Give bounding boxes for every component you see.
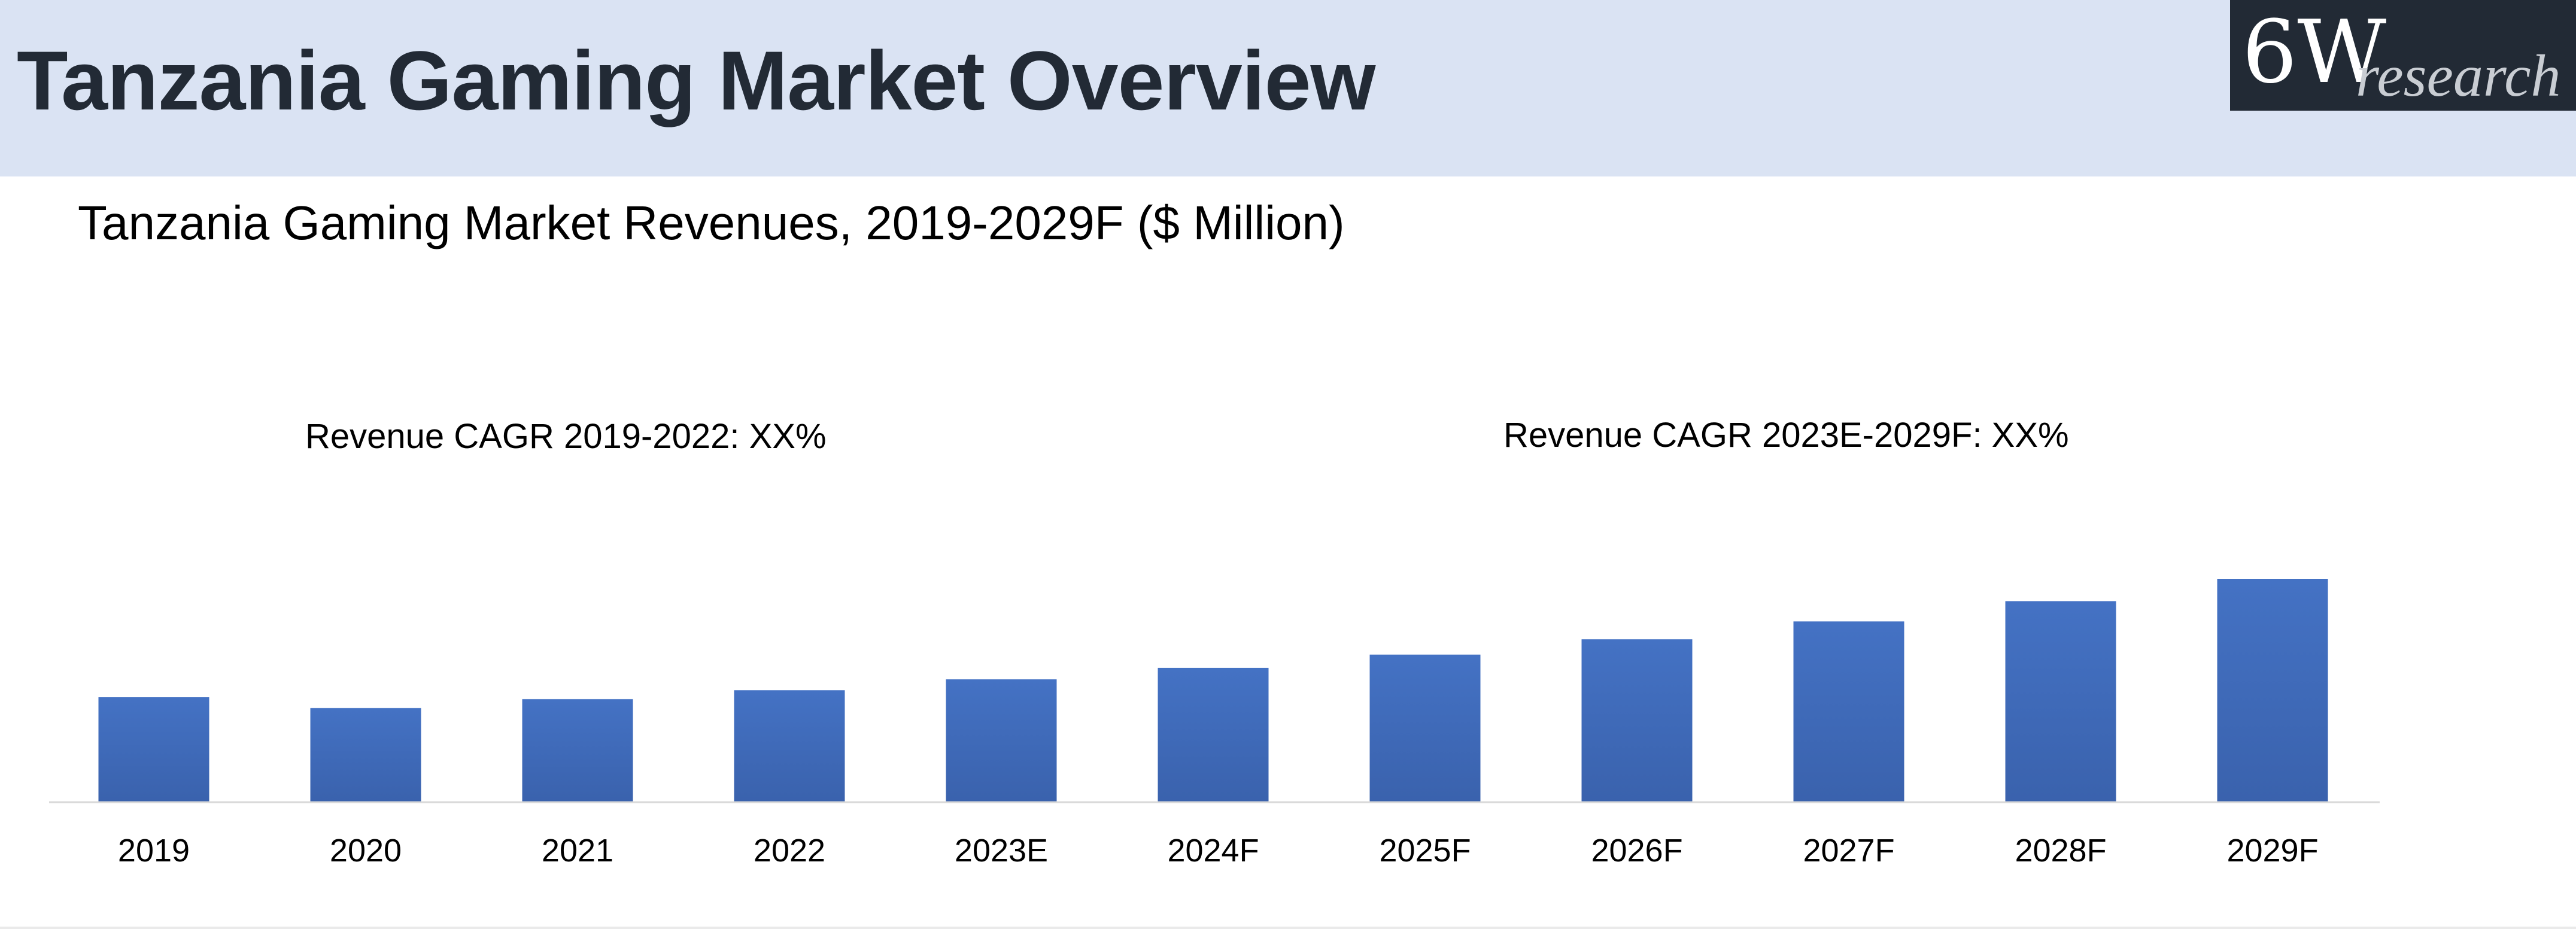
logo-sub-text: research (2356, 42, 2561, 109)
bar-series (98, 579, 2328, 802)
bar-2028F (2005, 601, 2116, 802)
page-title: Tanzania Gaming Market Overview (17, 33, 1375, 127)
bar-2025F (1369, 654, 1481, 802)
cagr-annotation-forecast: Revenue CAGR 2023E-2029F: XX% (1503, 416, 2069, 455)
bar-2020 (310, 708, 421, 802)
x-tick-label-2026F: 2026F (1591, 833, 1682, 869)
bar-2027F (1793, 621, 1904, 802)
x-tick-label-2021: 2021 (542, 833, 613, 869)
header-banner: Tanzania Gaming Market Overview 6W resea… (0, 0, 2576, 176)
bar-2029F (2217, 579, 2328, 802)
logo-main-text: 6W (2242, 2, 2387, 103)
bottom-divider (0, 927, 2576, 929)
x-tick-label-2025F: 2025F (1379, 833, 1471, 869)
bar-2019 (98, 697, 209, 802)
x-tick-labels: 2019 2020 2021 2022 2023E 2024F 2025F 2026F 2027… (118, 833, 2319, 869)
x-tick-label-2019: 2019 (118, 833, 190, 869)
bar-2023E (946, 679, 1057, 802)
x-tick-label-2029F: 2029F (2226, 833, 2318, 869)
x-tick-label-2020: 2020 (330, 833, 402, 869)
chart-title: Tanzania Gaming Market Revenues, 2019-20… (78, 196, 1345, 249)
x-tick-label-2024F: 2024F (1167, 833, 1259, 869)
bar-2024F (1158, 668, 1269, 802)
bar-2021 (522, 699, 633, 802)
bar-2026F (1581, 639, 1693, 802)
x-tick-label-2022: 2022 (754, 833, 825, 869)
cagr-annotation-historical: Revenue CAGR 2019-2022: XX% (305, 417, 827, 456)
x-tick-label-2027F: 2027F (1803, 833, 1894, 869)
company-logo: 6W research (2230, 0, 2576, 111)
x-tick-label-2023E: 2023E (955, 833, 1048, 869)
bar-2022 (734, 690, 845, 802)
x-tick-label-2028F: 2028F (2015, 833, 2106, 869)
